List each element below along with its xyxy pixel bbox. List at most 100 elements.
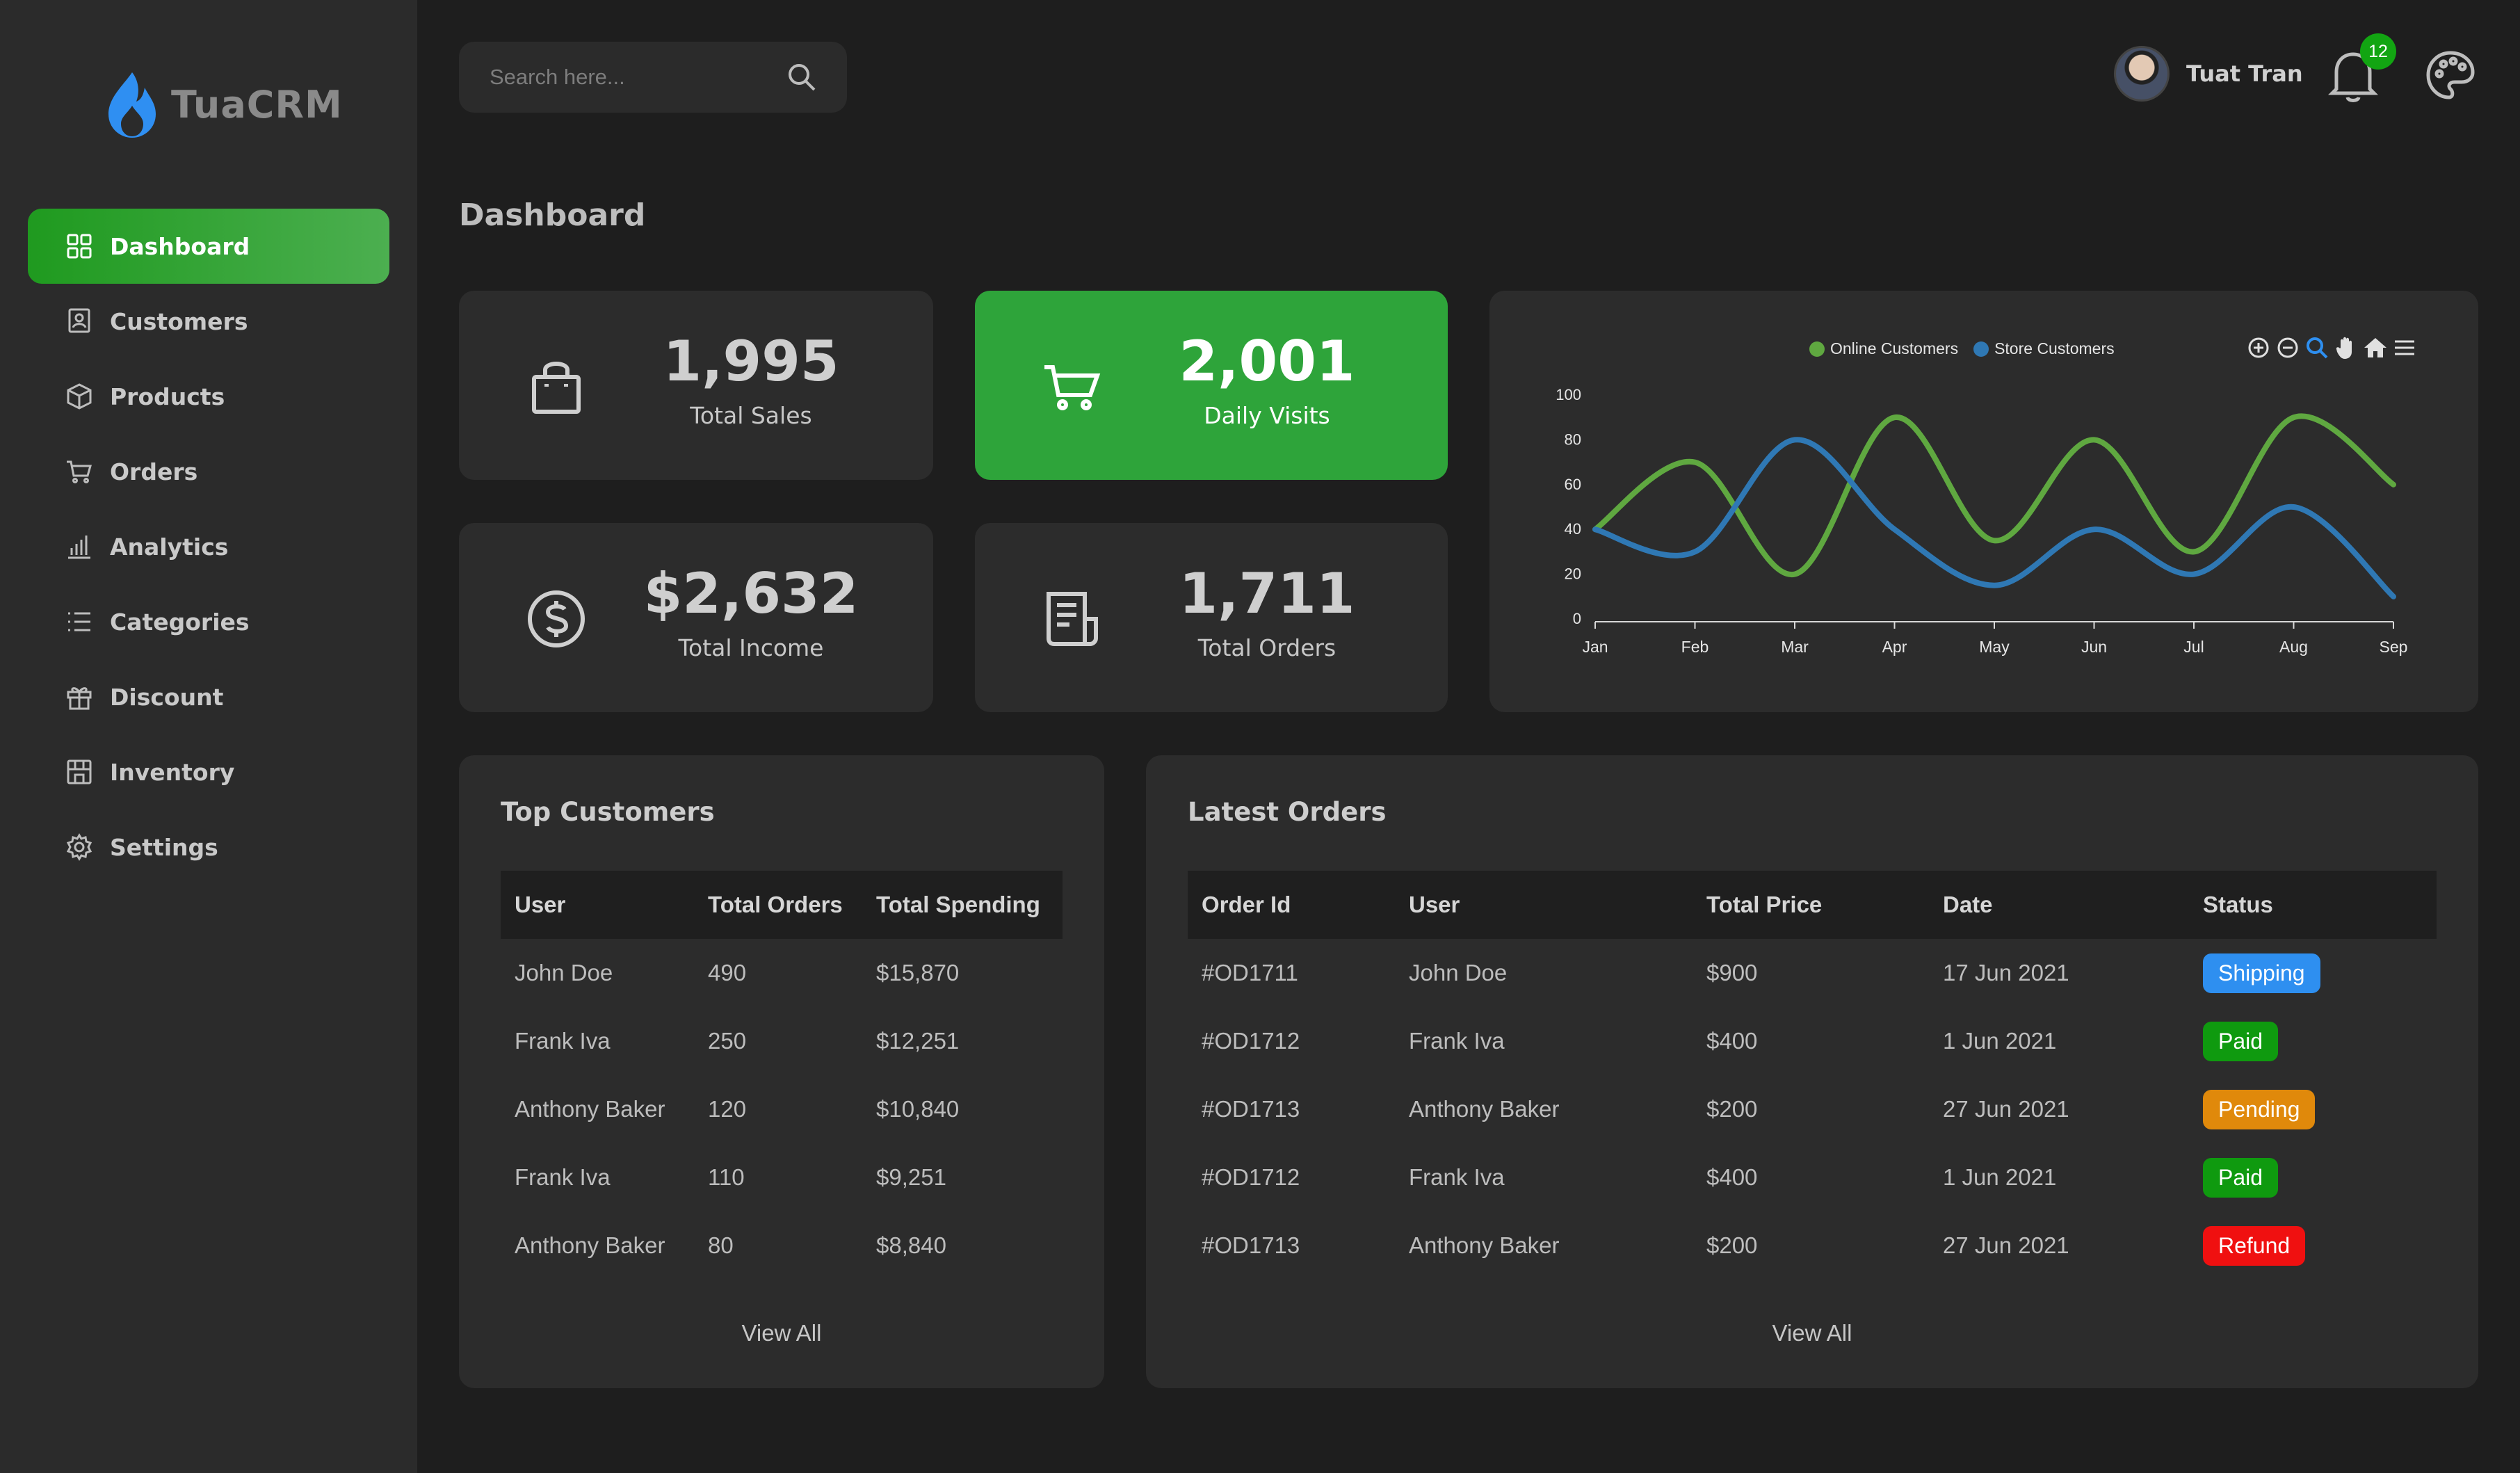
notification-badge: 12 (2360, 33, 2396, 70)
series-line-store-customers (1592, 437, 2396, 599)
palette-icon[interactable] (2424, 49, 2477, 102)
table-row[interactable]: #OD1712 Frank Iva $400 1 Jun 2021 Paid (1188, 1007, 2437, 1075)
sidebar-item-products[interactable]: Products (28, 359, 389, 434)
table-row[interactable]: Frank Iva 110 $9,251 (501, 1143, 1063, 1212)
view-all-customers-link[interactable]: View All (741, 1320, 822, 1346)
view-all-orders-link[interactable]: View All (1772, 1320, 1852, 1346)
brand-name: TuaCRM (171, 82, 343, 127)
column-header: Total Spending (862, 871, 1063, 939)
table-header-row: Order Id User Total Price Date Status (1188, 871, 2437, 939)
cell-orders: 250 (708, 1028, 747, 1054)
column-header: Date (1929, 871, 2189, 939)
search-bar (459, 42, 847, 113)
stat-label: Daily Visits (1204, 402, 1330, 429)
sidebar-item-dashboard[interactable]: Dashboard (28, 209, 389, 284)
sidebar-item-inventory[interactable]: Inventory (28, 734, 389, 810)
sidebar-item-customers[interactable]: Customers (28, 284, 389, 359)
table-row[interactable]: #OD1713 Anthony Baker $200 27 Jun 2021 Refun… (1188, 1212, 2437, 1280)
chart-legend: Online Customers Store Customers (1809, 339, 2130, 358)
cell-orders: 120 (708, 1096, 747, 1122)
cart-icon (1044, 365, 1101, 410)
sidebar-item-label: Settings (110, 833, 218, 861)
cell-status: Shipping (2189, 939, 2437, 1007)
cell-user: John Doe (515, 960, 613, 985)
table-row[interactable]: Anthony Baker 80 $8,840 (501, 1212, 1063, 1280)
contact-icon (64, 306, 95, 337)
cell-date: 27 Jun 2021 (1943, 1232, 2069, 1258)
top-customers-table: User Total Orders Total Spending John Do… (501, 871, 1063, 1280)
x-tick-label: Jun (2081, 638, 2107, 656)
table-row[interactable]: #OD1713 Anthony Baker $200 27 Jun 2021 Pendi… (1188, 1075, 2437, 1143)
column-header: User (1395, 871, 1693, 939)
cell-date: 17 Jun 2021 (1943, 960, 2069, 985)
table-row[interactable]: #OD1712 Frank Iva $400 1 Jun 2021 Paid (1188, 1143, 2437, 1212)
column-header: Total Orders (694, 871, 862, 939)
cell-spending: $12,251 (876, 1028, 960, 1054)
table-row[interactable]: Anthony Baker 120 $10,840 (501, 1075, 1063, 1143)
legend-dot (1973, 341, 1989, 357)
search-input[interactable] (490, 65, 782, 90)
latest-orders-card: Latest Orders Order Id User Total Price … (1146, 755, 2478, 1388)
sidebar-item-categories[interactable]: Categories (28, 584, 389, 659)
x-tick-label: Jan (1582, 638, 1608, 656)
sidebar-item-settings[interactable]: Settings (28, 810, 389, 885)
table-row[interactable]: Frank Iva 250 $12,251 (501, 1007, 1063, 1075)
bell-icon[interactable] (2325, 46, 2381, 104)
cell-user: Anthony Baker (515, 1232, 665, 1258)
sidebar-item-label: Dashboard (110, 232, 250, 260)
cell-user: John Doe (1409, 960, 1508, 985)
zoom-in-icon[interactable] (2246, 335, 2271, 360)
cell-orders: 110 (708, 1164, 745, 1190)
cell-status: Pending (2189, 1075, 2437, 1143)
flame-icon (108, 72, 156, 138)
series-line-online-customers (1592, 413, 2396, 577)
box-icon (64, 381, 95, 412)
zoom-select-icon[interactable] (2304, 335, 2329, 360)
sidebar-item-analytics[interactable]: Analytics (28, 509, 389, 584)
sidebar-item-orders[interactable]: Orders (28, 434, 389, 509)
cell-status: Refund (2189, 1212, 2437, 1280)
cell-spending: $10,840 (876, 1096, 960, 1122)
cell-order-id: #OD1712 (1202, 1028, 1300, 1054)
sidebar: TuaCRM Dashboard Customers Products Orde… (0, 0, 417, 1473)
search-icon[interactable] (786, 61, 818, 93)
menu-icon[interactable] (2392, 335, 2417, 360)
table-row[interactable]: #OD1711 John Doe $900 17 Jun 2021 Shipping (1188, 939, 2437, 1007)
column-header: Status (2189, 871, 2437, 939)
legend-item-store[interactable]: Store Customers (1973, 339, 2115, 358)
legend-dot (1809, 341, 1825, 357)
cell-orders: 490 (708, 960, 747, 985)
card-title: Latest Orders (1188, 797, 1387, 827)
sidebar-item-label: Inventory (110, 758, 235, 786)
status-badge: Paid (2203, 1157, 2279, 1198)
top-customers-card: Top Customers User Total Orders Total Sp… (459, 755, 1104, 1388)
cell-spending: $15,870 (876, 960, 960, 985)
y-tick-label: 20 (1565, 565, 1581, 583)
store-icon (64, 757, 95, 787)
cell-date: 27 Jun 2021 (1943, 1096, 2069, 1122)
cell-order-id: #OD1712 (1202, 1164, 1300, 1190)
stat-label: Total Income (678, 634, 824, 661)
home-icon[interactable] (2363, 335, 2388, 360)
avatar[interactable] (2114, 46, 2170, 102)
sidebar-item-discount[interactable]: Discount (28, 659, 389, 734)
table-row[interactable]: John Doe 490 $15,870 (501, 939, 1063, 1007)
gear-icon (64, 832, 95, 862)
latest-orders-table: Order Id User Total Price Date Status #O… (1188, 871, 2437, 1280)
legend-item-online[interactable]: Online Customers (1809, 339, 1958, 358)
y-tick-label: 0 (1573, 610, 1581, 627)
cart-icon (64, 456, 95, 487)
user-menu[interactable]: Tuat Tran (2114, 46, 2303, 102)
cell-spending: $9,251 (876, 1164, 946, 1190)
sidebar-item-label: Customers (110, 307, 248, 335)
zoom-out-icon[interactable] (2275, 335, 2300, 360)
stat-card-total-sales: 1,995 Total Sales (459, 291, 933, 480)
sidebar-item-label: Discount (110, 683, 224, 711)
chart-toolbar (2246, 335, 2421, 360)
legend-label: Store Customers (1994, 339, 2115, 357)
brand-logo[interactable]: TuaCRM (103, 70, 343, 139)
user-name: Tuat Tran (2186, 61, 2303, 87)
stat-label: Total Sales (690, 402, 812, 429)
y-tick-label: 40 (1565, 520, 1581, 538)
pan-hand-icon[interactable] (2334, 335, 2359, 360)
